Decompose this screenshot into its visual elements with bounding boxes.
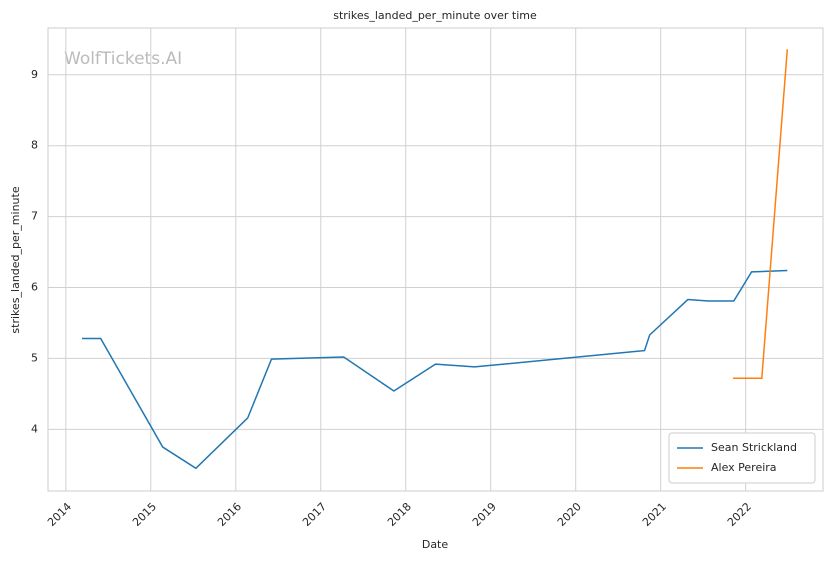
y-tick-label: 4 <box>31 422 38 435</box>
line <box>81 269 788 470</box>
y-tick-label: 7 <box>31 210 38 223</box>
watermark: WolfTickets.AI <box>64 49 182 69</box>
x-tick-label: 2022 <box>725 500 754 529</box>
legend <box>668 432 816 484</box>
y-tick-label: 8 <box>31 139 38 152</box>
x-tick-label: 2014 <box>45 500 74 529</box>
x-tick-label: 2018 <box>385 500 414 529</box>
y-tick-label: 5 <box>31 351 38 364</box>
x-tick-label: 2015 <box>130 500 159 529</box>
x-axis-label: Date <box>422 538 449 551</box>
x-tick-label: 2019 <box>470 500 499 529</box>
x-tick-label: 2021 <box>640 500 669 529</box>
legend-label: Sean Strickland <box>711 441 797 454</box>
line <box>732 49 789 380</box>
y-tick-label: 9 <box>31 68 38 81</box>
x-tick-label: 2016 <box>215 500 244 529</box>
plot-area <box>47 27 824 492</box>
legend-label: Alex Pereira <box>711 461 777 474</box>
x-tick-label: 2020 <box>555 500 584 529</box>
x-tick-label: 2017 <box>300 500 329 529</box>
chart-title: strikes_landed_per_minute over time <box>333 9 537 22</box>
y-tick-label: 6 <box>31 281 38 294</box>
y-axis-label: strikes_landed_per_minute <box>9 186 22 333</box>
